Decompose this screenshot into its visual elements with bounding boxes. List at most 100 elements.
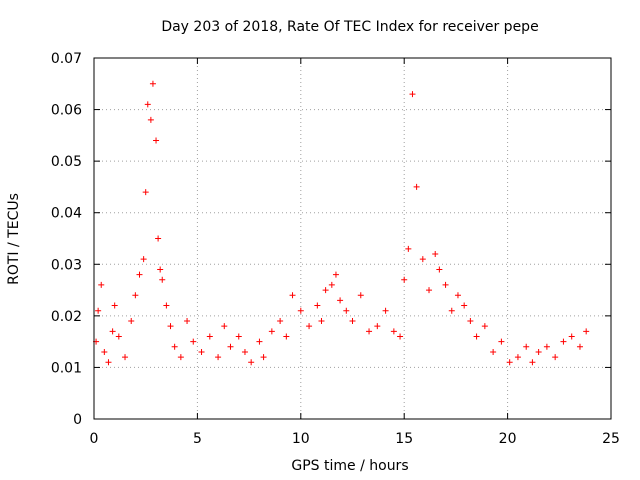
data-point (560, 338, 567, 345)
data-point (461, 302, 468, 309)
chart-title: Day 203 of 2018, Rate Of TEC Index for r… (161, 19, 538, 35)
axis-ticks: 0 5 10 15 20 25 0 0.01 0.02 0.03 0.04 0.05 0.06 0.07 (51, 51, 620, 447)
data-point (349, 318, 356, 325)
data-point (322, 287, 329, 294)
x-tick-label: 0 (90, 431, 99, 447)
data-point (235, 333, 242, 340)
data-point (142, 189, 149, 196)
data-point (128, 318, 135, 325)
data-point (426, 287, 433, 294)
y-tick-label: 0.06 (51, 103, 82, 119)
data-point (157, 266, 164, 273)
data-point (241, 348, 248, 355)
data-point (136, 271, 143, 278)
y-tick-label: 0.01 (51, 360, 82, 376)
data-point (405, 245, 412, 252)
data-point (184, 318, 191, 325)
data-point (498, 338, 505, 345)
data-point (105, 359, 112, 366)
data-point (277, 318, 284, 325)
data-point (132, 292, 139, 299)
data-point (206, 333, 213, 340)
x-tick-label: 25 (602, 431, 620, 447)
data-point (337, 297, 344, 304)
data-point (473, 333, 480, 340)
data-point (98, 281, 105, 288)
data-point (167, 323, 174, 330)
y-tick-label: 0.03 (51, 257, 82, 273)
x-tick-label: 10 (292, 431, 310, 447)
x-axis-label: GPS time / hours (291, 458, 408, 474)
x-tick-label: 20 (499, 431, 517, 447)
data-point (221, 323, 228, 330)
data-point (171, 343, 178, 350)
data-point (343, 307, 350, 314)
data-point (419, 256, 426, 263)
data-point (442, 281, 449, 288)
data-point (374, 323, 381, 330)
data-point (198, 348, 205, 355)
x-tick-label: 15 (395, 431, 413, 447)
data-point (432, 250, 439, 257)
data-point (357, 292, 364, 299)
data-point (366, 328, 373, 335)
data-point (436, 266, 443, 273)
data-point (397, 333, 404, 340)
data-point (576, 343, 583, 350)
data-point (297, 307, 304, 314)
data-point (111, 302, 118, 309)
y-tick-label: 0.05 (51, 154, 82, 170)
data-point (153, 137, 160, 144)
data-point (155, 235, 162, 242)
data-point (101, 348, 108, 355)
y-tick-label: 0.02 (51, 309, 82, 325)
data-point (583, 328, 590, 335)
x-tick-label: 5 (193, 431, 202, 447)
data-point (215, 354, 222, 361)
data-point (467, 318, 474, 325)
data-point (535, 348, 542, 355)
data-point (481, 323, 488, 330)
data-point (543, 343, 550, 350)
y-tick-label: 0 (73, 412, 82, 428)
data-point (314, 302, 321, 309)
data-point (122, 354, 129, 361)
data-point (289, 292, 296, 299)
data-point (149, 80, 156, 87)
data-point (177, 354, 184, 361)
data-point (115, 333, 122, 340)
data-point (260, 354, 267, 361)
data-point (328, 281, 335, 288)
data-point (401, 276, 408, 283)
data-point (227, 343, 234, 350)
data-point (454, 292, 461, 299)
data-point (413, 183, 420, 190)
data-point (552, 354, 559, 361)
data-point (523, 343, 530, 350)
data-point (318, 318, 325, 325)
data-point (95, 307, 102, 314)
data-point (382, 307, 389, 314)
data-point (390, 328, 397, 335)
data-point (514, 354, 521, 361)
data-point (529, 359, 536, 366)
data-point (140, 256, 147, 263)
data-point (163, 302, 170, 309)
y-tick-label: 0.07 (51, 51, 82, 67)
data-point (283, 333, 290, 340)
data-point (109, 328, 116, 335)
data-points (93, 80, 590, 366)
data-point (147, 116, 154, 123)
data-point (409, 91, 416, 98)
plot-frame (93, 57, 612, 420)
data-point (256, 338, 263, 345)
data-point (144, 101, 151, 108)
data-point (159, 276, 166, 283)
data-point (306, 323, 313, 330)
data-point (568, 333, 575, 340)
grid (94, 58, 611, 419)
data-point (332, 271, 339, 278)
y-axis-label: ROTI / TECUs (6, 193, 22, 285)
data-point (268, 328, 275, 335)
